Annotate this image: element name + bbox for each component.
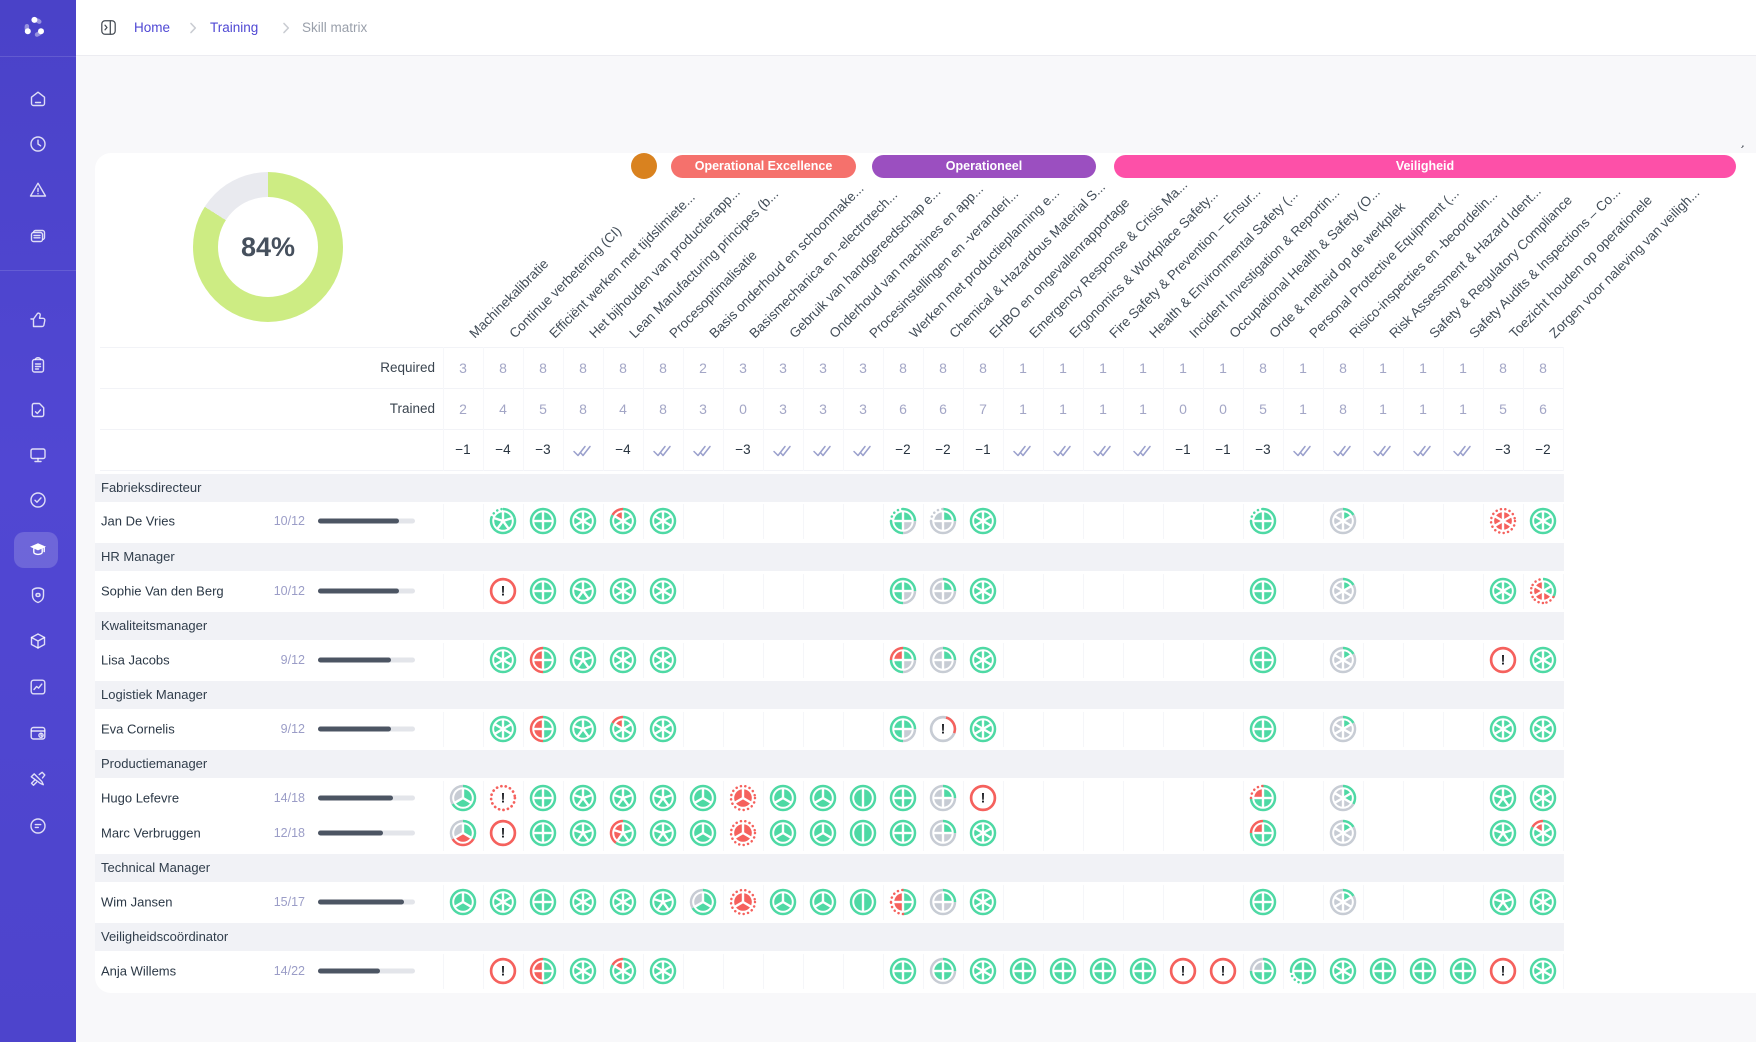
svg-text:!: ! bbox=[501, 584, 506, 599]
svg-text:!: ! bbox=[941, 722, 946, 737]
svg-text:!: ! bbox=[501, 964, 506, 979]
svg-text:!: ! bbox=[981, 791, 986, 806]
svg-text:!: ! bbox=[1221, 964, 1226, 979]
svg-text:!: ! bbox=[1501, 964, 1506, 979]
svg-text:!: ! bbox=[501, 791, 506, 806]
svg-text:!: ! bbox=[501, 826, 506, 841]
svg-text:!: ! bbox=[1501, 653, 1506, 668]
svg-text:!: ! bbox=[1181, 964, 1186, 979]
